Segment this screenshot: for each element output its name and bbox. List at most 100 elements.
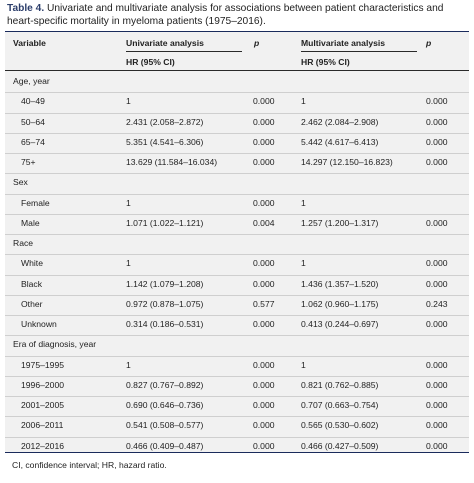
row-divider [5, 193, 469, 195]
row-univariate-hr: 0.690 (0.646–0.736) [126, 400, 204, 410]
row-univariate-hr: 1.142 (1.079–1.208) [126, 278, 204, 289]
table-caption: Table 4. Univariate and multivariate ana… [7, 3, 469, 28]
row-multivariate-p: 0.000 [426, 217, 448, 228]
row-multivariate-hr: 1.257 (1.200–1.317) [301, 217, 379, 228]
row-univariate-hr: 1 [126, 96, 131, 107]
table-label: Table 4. [7, 3, 45, 14]
row-multivariate-hr: 1 [301, 359, 306, 370]
table-footnote: CI, confidence interval; HR, hazard rati… [12, 460, 167, 470]
row-divider [5, 436, 469, 438]
row-univariate-p: 0.000 [253, 197, 275, 208]
table-row: 1975–1995 1 0.000 1 0.000 [5, 356, 469, 376]
row-multivariate-hr: 1 [301, 96, 306, 107]
row-divider [5, 335, 469, 337]
multivariate-underline [301, 51, 417, 52]
row-univariate-hr: 1 [126, 258, 131, 269]
row-multivariate-hr: 5.442 (4.617–6.413) [301, 136, 379, 147]
row-variable-label: Era of diagnosis, year [13, 339, 97, 350]
row-variable-label: 1975–1995 [21, 359, 65, 370]
row-divider [5, 315, 469, 316]
row-multivariate-hr: 0.565 (0.530–0.602) [301, 420, 379, 431]
row-multivariate-p: 0.000 [426, 278, 448, 289]
row-variable-label: 2012–2016 [21, 440, 65, 451]
row-variable-label: Female [21, 197, 50, 208]
row-divider [5, 274, 469, 276]
header-multivariate: Multivariate analysis [301, 38, 386, 48]
row-univariate-hr: 5.351 (4.541–6.306) [126, 136, 204, 147]
table-top-rule [5, 31, 469, 32]
row-univariate-hr: 1 [126, 359, 131, 370]
row-divider [5, 92, 469, 94]
row-univariate-p: 0.000 [253, 359, 275, 370]
row-univariate-p: 0.000 [253, 319, 275, 329]
row-univariate-hr: 0.541 (0.508–0.577) [126, 420, 204, 431]
table-row: Unknown 0.314 (0.186–0.531) 0.000 0.413 (0.… [5, 315, 469, 335]
row-variable-label: Black [21, 278, 43, 289]
row-multivariate-hr: 0.413 (0.244–0.697) [301, 319, 379, 329]
row-variable-label: 2001–2005 [21, 400, 65, 410]
row-univariate-p: 0.000 [253, 420, 275, 431]
row-divider [5, 153, 469, 154]
row-multivariate-hr: 0.821 (0.762–0.885) [301, 379, 379, 390]
row-univariate-hr: 0.314 (0.186–0.531) [126, 319, 204, 329]
row-divider [5, 396, 469, 397]
row-multivariate-hr: 2.462 (2.084–2.908) [301, 116, 379, 127]
row-multivariate-p: 0.000 [426, 116, 448, 127]
row-univariate-hr: 1.071 (1.022–1.121) [126, 217, 204, 228]
header-bottom-rule [5, 70, 469, 71]
row-variable-label: Male [21, 217, 40, 228]
row-divider [5, 355, 469, 357]
row-multivariate-p: 0.000 [426, 96, 448, 107]
table-row: 40–49 1 0.000 1 0.000 [5, 92, 469, 112]
row-multivariate-hr: 0.466 (0.427–0.509) [301, 440, 379, 451]
row-multivariate-p: 0.000 [426, 258, 448, 269]
row-multivariate-p: 0.000 [426, 319, 448, 329]
row-variable-label: 75+ [21, 157, 36, 167]
row-multivariate-hr: 1 [301, 197, 306, 208]
table-row: 50–64 2.431 (2.058–2.872) 0.000 2.462 (2.08… [5, 113, 469, 133]
row-univariate-hr: 0.972 (0.878–1.075) [126, 298, 204, 309]
header-p-univariate: p [254, 38, 260, 48]
row-multivariate-p: 0.000 [426, 359, 448, 370]
table-row: Other 0.972 (0.878–1.075) 0.577 1.062 (0.96… [5, 295, 469, 315]
row-variable-label: 50–64 [21, 116, 45, 127]
row-variable-label: Unknown [21, 319, 57, 329]
univariate-underline [126, 51, 242, 52]
table-background [5, 31, 469, 452]
table-row: Male 1.071 (1.022–1.121) 0.004 1.257 (1.200… [5, 214, 469, 234]
header-univariate: Univariate analysis [126, 38, 204, 48]
header-hr-multivariate: HR (95% CI) [301, 57, 350, 67]
row-univariate-hr: 0.827 (0.767–0.892) [126, 379, 204, 390]
row-univariate-p: 0.000 [253, 116, 275, 127]
table-row: 1996–2000 0.827 (0.767–0.892) 0.000 0.821 (… [5, 376, 469, 396]
table-group-row: Sex [5, 173, 469, 193]
row-divider [5, 416, 469, 418]
table-row: 2006–2011 0.541 (0.508–0.577) 0.000 0.565 (… [5, 416, 469, 436]
row-univariate-hr: 2.431 (2.058–2.872) [126, 116, 204, 127]
row-multivariate-p: 0.000 [426, 379, 448, 390]
table-row: White 1 0.000 1 0.000 [5, 254, 469, 274]
row-variable-label: Age, year [13, 76, 50, 86]
row-multivariate-p: 0.000 [426, 136, 448, 147]
table-bottom-rule [5, 452, 469, 453]
row-divider [5, 112, 469, 114]
table-row: 65–74 5.351 (4.541–6.306) 0.000 5.442 (4.61… [5, 133, 469, 153]
row-univariate-p: 0.000 [253, 157, 275, 167]
header-p-multivariate: p [426, 38, 432, 48]
row-variable-label: 40–49 [21, 96, 45, 107]
row-variable-label: White [21, 258, 43, 269]
row-multivariate-p: 0.000 [426, 440, 448, 451]
row-univariate-hr: 13.629 (11.584–16.034) [126, 157, 218, 167]
row-divider [5, 234, 469, 235]
table-caption-text: Univariate and multivariate analysis for… [7, 3, 444, 27]
row-divider [5, 213, 469, 215]
row-variable-label: 65–74 [21, 136, 45, 147]
table-group-row: Race [5, 234, 469, 254]
row-univariate-p: 0.000 [253, 96, 275, 107]
row-divider [5, 375, 469, 377]
row-multivariate-hr: 0.707 (0.663–0.754) [301, 400, 379, 410]
header-variable: Variable [13, 38, 46, 48]
row-univariate-hr: 1 [126, 197, 131, 208]
row-univariate-p: 0.000 [253, 258, 275, 269]
row-variable-label: Sex [13, 177, 28, 188]
